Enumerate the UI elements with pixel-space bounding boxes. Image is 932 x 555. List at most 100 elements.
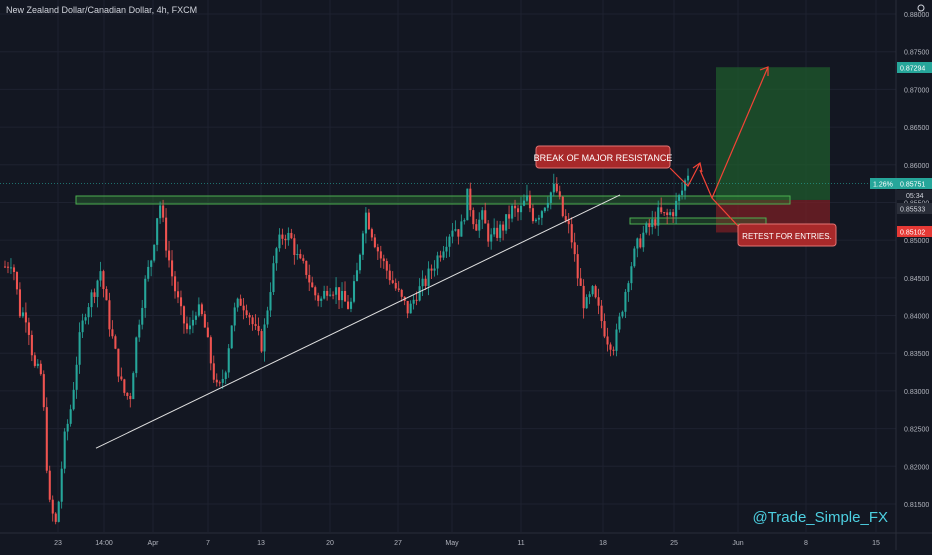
price-badges: 0.87294 1.26% 0.85751 05:34 0.85533 0.85… <box>870 62 932 237</box>
x-tick-label: May <box>445 540 459 547</box>
candle-body <box>606 336 609 345</box>
candle-body <box>347 301 350 309</box>
candle-body <box>227 348 230 373</box>
candle-body <box>287 232 290 241</box>
candle-body <box>200 304 203 315</box>
candle-body <box>284 238 287 241</box>
candle-body <box>660 207 663 213</box>
candle-body <box>242 305 245 311</box>
candle-body <box>669 212 672 216</box>
position-zones <box>0 67 896 233</box>
candle-body <box>57 501 60 522</box>
candle-body <box>30 334 33 356</box>
candle-body <box>352 281 356 302</box>
candle-body <box>382 258 385 262</box>
candle-body <box>269 292 272 311</box>
candle-body <box>144 278 147 308</box>
candle-body <box>481 210 484 220</box>
candle-body <box>203 314 206 328</box>
candle-body <box>254 324 257 326</box>
candle-body <box>12 267 16 273</box>
candle-body <box>534 219 537 222</box>
x-tick-label: 11 <box>517 540 524 547</box>
candle-body <box>642 232 645 248</box>
candle-body <box>332 294 335 296</box>
candle-body <box>409 303 412 314</box>
candle-body <box>329 294 332 296</box>
y-tick-label: 0.85000 <box>904 238 929 245</box>
stop-badge-bg <box>897 226 932 237</box>
candle-body <box>141 307 144 325</box>
candle-body <box>439 255 442 258</box>
y-tick-label: 0.84500 <box>904 276 929 283</box>
x-tick-label: 14:00 <box>95 540 113 547</box>
time-axis[interactable]: 23 14:00 Apr 7 13 20 27 May 11 18 25 Jun 8 15 <box>0 532 932 547</box>
entry-badge: 0.85533 <box>900 207 925 214</box>
candle-body <box>108 300 111 330</box>
candle-body <box>314 287 317 296</box>
candle-body <box>600 305 603 322</box>
candle-body <box>364 212 367 234</box>
candle-body <box>436 255 439 269</box>
candle-body <box>179 297 183 307</box>
candle-body <box>123 379 126 393</box>
candle-body <box>546 202 549 208</box>
candle-body <box>454 229 457 231</box>
candle-body <box>570 224 573 243</box>
candle-body <box>305 260 308 275</box>
candle-body <box>487 223 490 242</box>
candle-body <box>138 324 141 338</box>
candle-body <box>433 268 436 271</box>
countdown-bg <box>897 190 932 200</box>
x-tick-label: 7 <box>206 540 210 547</box>
candle-body <box>156 218 159 245</box>
price-axis[interactable]: 0.88000 0.87500 0.87000 0.86500 0.86000 0.855… <box>895 0 929 550</box>
candle-body <box>27 322 30 335</box>
x-tick-label: 25 <box>670 540 678 547</box>
candle-body <box>117 348 120 377</box>
candle-body <box>400 289 403 297</box>
candle-body <box>597 297 600 306</box>
candle-body <box>75 364 78 390</box>
candle-body <box>194 315 197 320</box>
candle-body <box>648 223 651 228</box>
x-tick-label: 15 <box>872 540 880 547</box>
candle-body <box>627 283 630 292</box>
candle-body <box>218 382 221 384</box>
candle-body <box>215 379 218 383</box>
candle-body <box>442 251 445 258</box>
candle-body <box>281 234 284 239</box>
candle-body <box>159 205 162 219</box>
candle-body <box>654 219 657 226</box>
watermark: @Trade_Simple_FX <box>752 509 888 526</box>
candle-body <box>206 327 209 338</box>
candle-body <box>615 329 618 351</box>
candle-body <box>302 258 305 261</box>
candle-body <box>126 392 129 397</box>
candle-body <box>418 286 421 301</box>
candle-body <box>290 232 293 239</box>
candle-body <box>33 355 36 366</box>
candle-body <box>508 214 511 219</box>
candle-body <box>588 294 591 298</box>
candle-body <box>18 289 22 317</box>
candle-body <box>9 267 13 269</box>
candle-body <box>585 297 588 309</box>
entry-badge-bg <box>897 203 932 214</box>
candle-body <box>427 268 430 286</box>
target-badge: 0.87294 <box>900 66 925 73</box>
candle-body <box>239 298 242 306</box>
candle-body <box>341 291 344 301</box>
candle-body <box>361 233 365 255</box>
retest-annotation[interactable]: RETEST FOR ENTRIES. <box>737 223 837 247</box>
candle-body <box>69 409 72 424</box>
breakout-annotation[interactable]: BREAK OF MAJOR RESISTANCE <box>534 145 673 169</box>
candle-body <box>388 270 391 281</box>
candle-body <box>448 236 451 247</box>
candle-body <box>475 224 478 231</box>
candle-body <box>209 337 212 364</box>
resistance-zone <box>75 195 791 205</box>
candle-body <box>517 208 520 213</box>
